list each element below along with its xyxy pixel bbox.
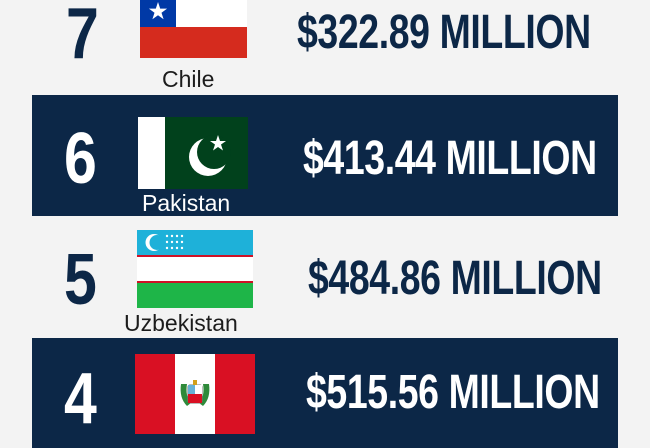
rank-number: 4 — [64, 359, 97, 439]
ranking-row-7: 7 Chile $322.89 MILLION — [32, 0, 618, 94]
rank-number: 6 — [64, 119, 97, 199]
country-label: Pakistan — [142, 190, 231, 216]
value-label: $515.56 MILLION — [306, 366, 600, 419]
ranking-row-5: 5 Uzbekistan $484.86 MILLION — [32, 216, 618, 338]
uzbekistan-flag-icon — [137, 230, 253, 308]
pakistan-flag-icon — [138, 117, 248, 189]
country-label: Uzbekistan — [124, 310, 238, 336]
value-label: $322.89 MILLION — [297, 6, 591, 59]
rank-number: 7 — [66, 0, 99, 74]
country-label: Chile — [162, 66, 215, 92]
value-label: $413.44 MILLION — [303, 132, 597, 185]
ranking-row-6: 6 Pakistan $413.44 MILLION — [32, 95, 618, 216]
chile-flag-icon — [140, 0, 247, 58]
value-label: $484.86 MILLION — [308, 252, 602, 305]
ranking-row-4: 4 $515.56 MILLION — [32, 338, 618, 448]
rank-number: 5 — [64, 240, 97, 320]
peru-flag-icon — [135, 354, 255, 434]
